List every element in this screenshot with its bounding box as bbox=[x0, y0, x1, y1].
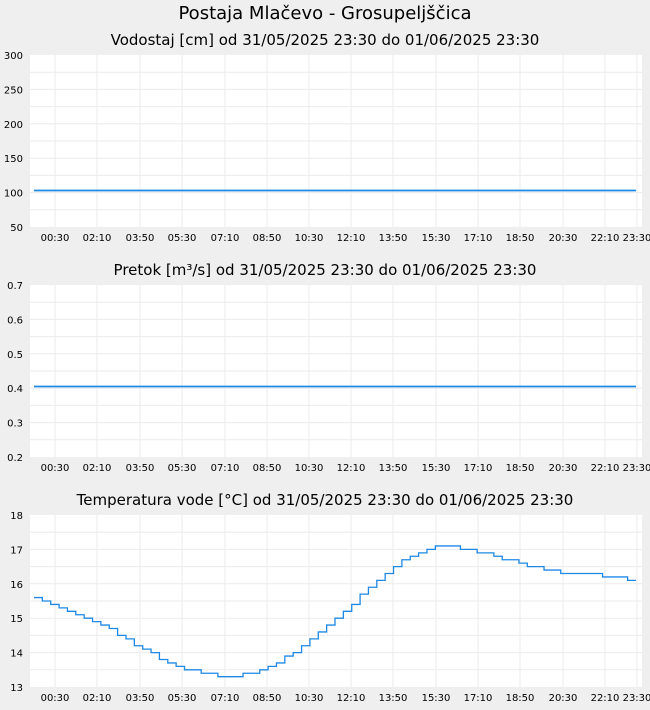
x-tick-label: 18:50 bbox=[506, 693, 535, 704]
y-tick-label: 0.5 bbox=[7, 350, 23, 361]
chart-title-vodostaj: Vodostaj [cm] od 31/05/2025 23:30 do 01/… bbox=[110, 31, 540, 49]
x-tick-label: 17:10 bbox=[464, 233, 493, 244]
y-tick-label: 0.2 bbox=[7, 453, 23, 464]
x-tick-label: 20:30 bbox=[549, 233, 578, 244]
y-tick-label: 13 bbox=[10, 683, 23, 694]
x-tick-label: 12:10 bbox=[337, 463, 366, 474]
x-tick-label: 13:50 bbox=[379, 233, 408, 244]
y-tick-label: 50 bbox=[10, 223, 23, 234]
y-tick-label: 150 bbox=[4, 154, 23, 165]
x-tick-label: 22:10 bbox=[591, 233, 620, 244]
y-tick-label: 0.6 bbox=[7, 315, 23, 326]
x-tick-label: 03:50 bbox=[126, 693, 155, 704]
page-title: Postaja Mlačevo - Grosupeljščica bbox=[178, 3, 472, 24]
x-tick-label: 17:10 bbox=[464, 463, 493, 474]
x-tick-label: 02:10 bbox=[83, 233, 112, 244]
y-tick-label: 100 bbox=[4, 189, 23, 200]
x-tick-label: 22:10 bbox=[591, 463, 620, 474]
x-tick-label: 07:10 bbox=[211, 233, 240, 244]
x-tick-label: 23:30 bbox=[623, 463, 650, 474]
series-line bbox=[34, 545, 636, 678]
y-tick-label: 0.4 bbox=[7, 384, 23, 395]
x-tick-label: 10:30 bbox=[295, 233, 324, 244]
x-tick-label: 08:50 bbox=[253, 233, 282, 244]
x-tick-label: 18:50 bbox=[506, 233, 535, 244]
x-tick-label: 17:10 bbox=[464, 693, 493, 704]
x-tick-label: 23:30 bbox=[623, 233, 650, 244]
x-tick-label: 00:30 bbox=[41, 233, 70, 244]
y-tick-label: 18 bbox=[10, 511, 23, 522]
x-tick-label: 22:10 bbox=[591, 693, 620, 704]
chart-title-pretok: Pretok [m³/s] od 31/05/2025 23:30 do 01/… bbox=[113, 261, 537, 279]
y-tick-label: 0.7 bbox=[7, 281, 23, 292]
y-tick-label: 15 bbox=[10, 614, 23, 625]
x-tick-label: 12:10 bbox=[337, 233, 366, 244]
x-tick-label: 00:30 bbox=[41, 463, 70, 474]
y-tick-label: 300 bbox=[4, 51, 23, 62]
x-tick-label: 05:30 bbox=[168, 233, 197, 244]
x-tick-label: 15:30 bbox=[422, 463, 451, 474]
x-tick-label: 00:30 bbox=[41, 693, 70, 704]
x-tick-label: 02:10 bbox=[83, 693, 112, 704]
x-tick-label: 07:10 bbox=[211, 463, 240, 474]
y-tick-label: 17 bbox=[10, 545, 23, 556]
x-tick-label: 03:50 bbox=[126, 233, 155, 244]
x-tick-label: 02:10 bbox=[83, 463, 112, 474]
x-tick-label: 15:30 bbox=[422, 233, 451, 244]
chart-title-temperatura: Temperatura vode [°C] od 31/05/2025 23:3… bbox=[76, 491, 574, 509]
x-tick-label: 07:10 bbox=[211, 693, 240, 704]
x-tick-label: 15:30 bbox=[422, 693, 451, 704]
y-tick-label: 14 bbox=[10, 649, 23, 660]
x-tick-label: 10:30 bbox=[295, 463, 324, 474]
x-tick-label: 12:10 bbox=[337, 693, 366, 704]
x-tick-label: 08:50 bbox=[253, 693, 282, 704]
x-tick-label: 20:30 bbox=[549, 693, 578, 704]
y-tick-label: 200 bbox=[4, 120, 23, 131]
x-tick-label: 13:50 bbox=[379, 693, 408, 704]
y-tick-label: 0.3 bbox=[7, 419, 23, 430]
x-tick-label: 08:50 bbox=[253, 463, 282, 474]
x-tick-label: 18:50 bbox=[506, 463, 535, 474]
x-tick-label: 05:30 bbox=[168, 693, 197, 704]
x-tick-label: 03:50 bbox=[126, 463, 155, 474]
x-tick-label: 23:30 bbox=[623, 693, 650, 704]
x-tick-label: 10:30 bbox=[295, 693, 324, 704]
y-tick-label: 16 bbox=[10, 580, 23, 591]
x-tick-label: 13:50 bbox=[379, 463, 408, 474]
x-tick-label: 05:30 bbox=[168, 463, 197, 474]
y-tick-label: 250 bbox=[4, 85, 23, 96]
x-tick-label: 20:30 bbox=[549, 463, 578, 474]
